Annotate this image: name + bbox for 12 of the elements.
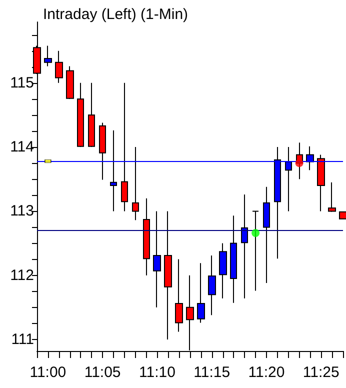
y-tick-label: 114 bbox=[10, 138, 34, 156]
y-tick-label: 115 bbox=[10, 74, 34, 92]
x-tick-label: 11:10 bbox=[138, 364, 176, 381]
x-tick-label: 11:25 bbox=[302, 364, 340, 381]
y-tick-label: 111 bbox=[11, 330, 34, 348]
x-tick-label: 11:05 bbox=[84, 364, 121, 381]
y-tick-label: 112 bbox=[10, 266, 34, 284]
x-tick-label: 11:00 bbox=[30, 364, 66, 381]
chart-title: Intraday (Left) (1-Min) bbox=[43, 6, 188, 23]
x-tick-label: 11:15 bbox=[194, 364, 230, 381]
y-tick-label: 113 bbox=[10, 202, 34, 220]
x-tick-label: 11:20 bbox=[248, 364, 285, 381]
